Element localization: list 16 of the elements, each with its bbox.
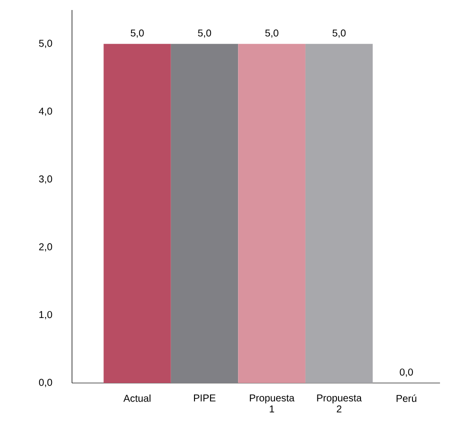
y-tick-label: 0,0 (39, 378, 52, 388)
x-tick-label: Propuesta 2 (317, 394, 362, 412)
data-label: 5,0 (265, 29, 278, 38)
x-tick-label: PIPE (194, 394, 216, 402)
data-label: 5,0 (198, 29, 212, 38)
data-label: 5,0 (130, 29, 144, 38)
data-label: 0,0 (400, 368, 413, 377)
y-tick-label: 3,0 (39, 175, 52, 184)
x-tick-label: Perú (396, 394, 416, 402)
y-tick-label: 5,0 (39, 40, 52, 48)
y-tick-label: 4,0 (38, 108, 52, 116)
data-label: 5,0 (332, 29, 346, 38)
y-tick-label: 2,0 (39, 243, 52, 252)
x-tick-label: Actual (123, 394, 150, 402)
y-tick-label: 1,0 (39, 311, 52, 320)
x-tick-label: Propuesta 1 (250, 394, 295, 412)
